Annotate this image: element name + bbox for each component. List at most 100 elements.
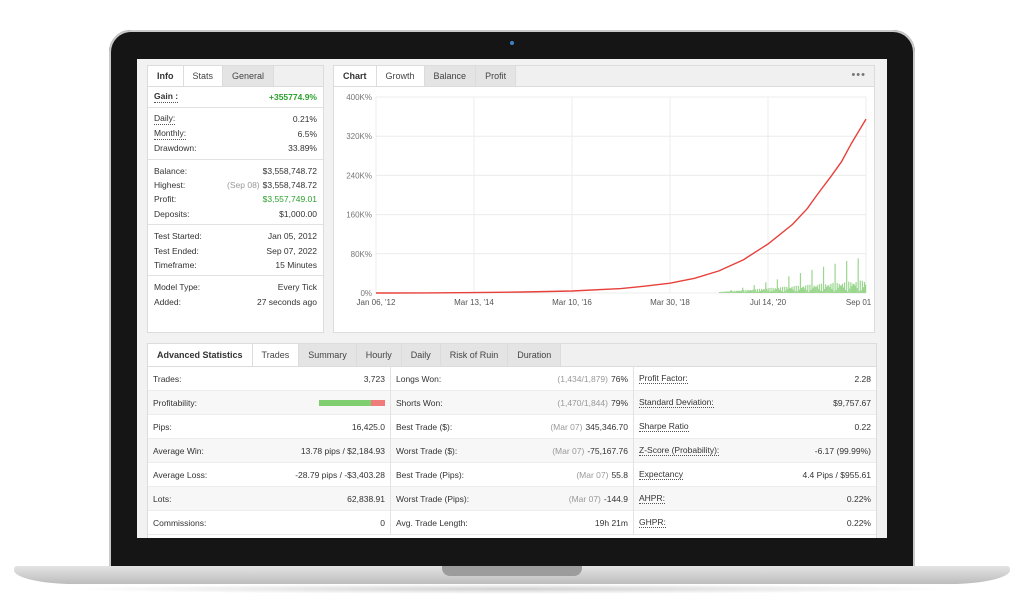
tab-stats[interactable]: Stats: [184, 66, 224, 86]
stat-row: Longs Won: (1,434/1,879) 76%: [391, 367, 633, 391]
volume-bar: [737, 291, 738, 293]
volume-bar: [746, 292, 747, 293]
timeframe-row: Timeframe: 15 Minutes: [148, 258, 323, 272]
volume-bar: [741, 290, 742, 293]
stat-label: Longs Won:: [396, 374, 441, 384]
monthly-value: 6.5%: [298, 127, 317, 141]
volume-bar: [828, 285, 829, 293]
tab-general[interactable]: General: [223, 66, 274, 86]
tab-summary[interactable]: Summary: [299, 344, 357, 366]
stat-label: Profitability:: [153, 398, 197, 408]
stats-column-1: Trades: 3,723 Profitability: Pips: 16,425.…: [148, 367, 391, 535]
stat-label: Average Loss:: [153, 470, 207, 480]
volume-bar: [724, 292, 725, 293]
volume-bar: [833, 291, 834, 293]
deposits-row: Deposits: $1,000.00: [148, 207, 323, 221]
stat-label: Shorts Won:: [396, 398, 443, 408]
volume-bar: [850, 282, 851, 293]
stat-value: -28.79 pips / -$3,403.28: [295, 470, 385, 480]
y-tick-label: 0%: [360, 289, 372, 298]
volume-bar: [755, 289, 756, 293]
model-type-row: Model Type: Every Tick: [148, 280, 323, 294]
volume-bar: [782, 287, 783, 293]
stat-label: Worst Trade ($):: [396, 446, 457, 456]
highest-date: (Sep 08): [227, 180, 260, 190]
tab-duration[interactable]: Duration: [508, 344, 561, 366]
volume-bar: [809, 285, 810, 293]
tab-chart[interactable]: Chart: [334, 66, 377, 86]
tab-trades[interactable]: Trades: [253, 344, 300, 366]
more-menu-icon[interactable]: •••: [851, 69, 866, 81]
volume-bar: [819, 284, 820, 293]
stat-row: AHPR: 0.22%: [634, 487, 876, 511]
gain-row: Gain : +355774.9%: [148, 90, 323, 104]
highest-label: Highest:: [154, 178, 185, 192]
volume-bar: [848, 282, 849, 293]
x-tick-label: Mar 30, '18: [650, 298, 690, 307]
tab-daily[interactable]: Daily: [402, 344, 441, 366]
stat-value: 3,723: [364, 374, 385, 384]
volume-bar: [829, 287, 830, 293]
y-tick-label: 240K%: [346, 171, 372, 180]
stat-value: 4.4 Pips / $955.61: [802, 470, 871, 480]
tab-advanced-statistics[interactable]: Advanced Statistics: [148, 344, 253, 366]
volume-bar: [789, 288, 790, 293]
volume-bar: [803, 287, 804, 293]
chart-panel: Chart Growth Balance Profit ••• 0% 80K% 16…: [333, 65, 875, 333]
stat-value: 55.8: [611, 470, 628, 480]
profitability-loss-fill: [371, 400, 385, 406]
volume-bar: [764, 289, 765, 293]
volume-bar: [805, 286, 806, 293]
stat-value: 13.78 pips / $2,184.93: [301, 446, 385, 456]
deposits-label: Deposits:: [154, 207, 189, 221]
stats-grid: Trades: 3,723 Profitability: Pips: 16,425.…: [148, 367, 876, 535]
volume-bar: [790, 289, 791, 293]
volume-bar: [841, 285, 842, 293]
volume-bar: [758, 292, 759, 293]
tab-hourly[interactable]: Hourly: [357, 344, 402, 366]
volume-bar: [827, 285, 828, 293]
stat-value: 19h 21m: [595, 518, 628, 528]
volume-bar: [748, 291, 749, 293]
balance-label: Balance:: [154, 164, 187, 178]
stat-row: Profitability:: [148, 391, 390, 415]
stat-label: Lots:: [153, 494, 171, 504]
y-tick-label: 320K%: [346, 132, 372, 141]
volume-bar: [808, 292, 809, 293]
volume-bar: [749, 290, 750, 293]
profit-value: $3,557,749.01: [263, 192, 317, 206]
tab-info[interactable]: Info: [148, 66, 184, 86]
volume-bar: [733, 292, 734, 293]
laptop-notch: [442, 566, 582, 576]
volume-bar: [840, 285, 841, 293]
volume-bar: [810, 290, 811, 293]
highest-row: Highest: (Sep 08) $3,558,748.72: [148, 178, 323, 192]
volume-bar: [732, 291, 733, 293]
volume-bar: [788, 276, 789, 293]
volume-bar: [779, 290, 780, 293]
volume-bar: [856, 282, 857, 293]
volume-bar: [806, 290, 807, 293]
volume-bar: [738, 291, 739, 293]
tab-profit[interactable]: Profit: [476, 66, 516, 86]
volume-bar: [744, 292, 745, 293]
stat-row: Z-Score (Probability): -6.17 (99.99%): [634, 439, 876, 463]
stat-label: Best Trade (Pips):: [396, 470, 464, 480]
tab-balance[interactable]: Balance: [425, 66, 477, 86]
stat-label: Profit Factor:: [639, 373, 688, 384]
stat-value: 76%: [611, 374, 628, 384]
volume-bar: [797, 291, 798, 293]
x-tick-label: Sep 01, '22: [846, 298, 872, 307]
volume-bar: [824, 289, 825, 293]
volume-bar: [761, 289, 762, 293]
volume-bar: [832, 283, 833, 293]
tab-growth[interactable]: Growth: [377, 66, 425, 86]
volume-bar: [801, 288, 802, 293]
volume-bar: [743, 290, 744, 293]
stat-label: Standard Deviation:: [639, 397, 714, 408]
tab-risk-of-ruin[interactable]: Risk of Ruin: [441, 344, 509, 366]
volume-bar: [727, 291, 728, 293]
volume-bar: [811, 270, 812, 293]
volume-bar: [838, 288, 839, 293]
screen: Info Stats General Gain : +355774.9% Dai…: [137, 59, 887, 538]
